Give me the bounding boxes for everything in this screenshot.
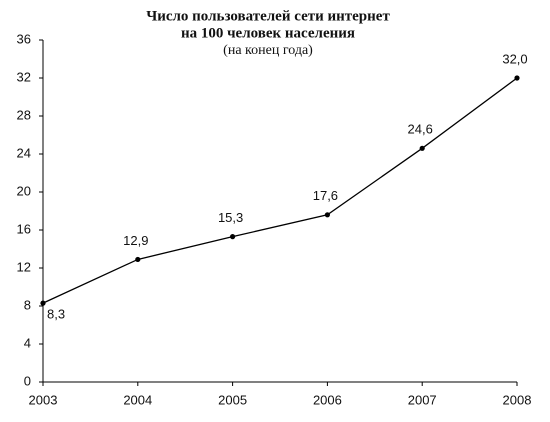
value-label: 15,3 bbox=[218, 210, 243, 225]
x-tick-label: 2005 bbox=[218, 392, 247, 407]
x-tick-label: 2008 bbox=[503, 392, 532, 407]
x-tick-label: 2007 bbox=[408, 392, 437, 407]
y-tick-label: 4 bbox=[24, 335, 31, 350]
value-label: 32,0 bbox=[502, 51, 527, 66]
point bbox=[135, 256, 141, 263]
y-tick-label: 8 bbox=[24, 297, 31, 312]
x-tick-label: 2006 bbox=[313, 392, 342, 407]
x-tick-label: 2004 bbox=[123, 392, 152, 407]
y-tick-label: 0 bbox=[24, 373, 31, 388]
value-label: 8,3 bbox=[47, 307, 65, 322]
point bbox=[419, 145, 425, 151]
point bbox=[324, 212, 330, 218]
point bbox=[514, 75, 520, 81]
chart-title: на 100 человек населения bbox=[181, 25, 355, 41]
y-tick-label: 24 bbox=[17, 145, 31, 160]
chart-subtitle: (на конец года) bbox=[223, 43, 313, 58]
y-tick-label: 36 bbox=[17, 31, 31, 46]
y-tick-label: 16 bbox=[17, 221, 31, 236]
y-tick-label: 12 bbox=[17, 259, 31, 274]
point bbox=[40, 300, 46, 306]
y-tick-label: 32 bbox=[17, 69, 31, 84]
point bbox=[230, 234, 236, 240]
y-tick-label: 20 bbox=[17, 183, 31, 198]
value-label: 24,6 bbox=[408, 122, 433, 137]
value-label: 12,9 bbox=[123, 233, 148, 248]
x-tick-label: 2003 bbox=[29, 392, 58, 407]
chart-title: Число пользователей сети интернет bbox=[146, 8, 390, 24]
line bbox=[42, 77, 518, 304]
value-label: 17,6 bbox=[313, 188, 338, 203]
y-tick-label: 28 bbox=[17, 107, 31, 122]
